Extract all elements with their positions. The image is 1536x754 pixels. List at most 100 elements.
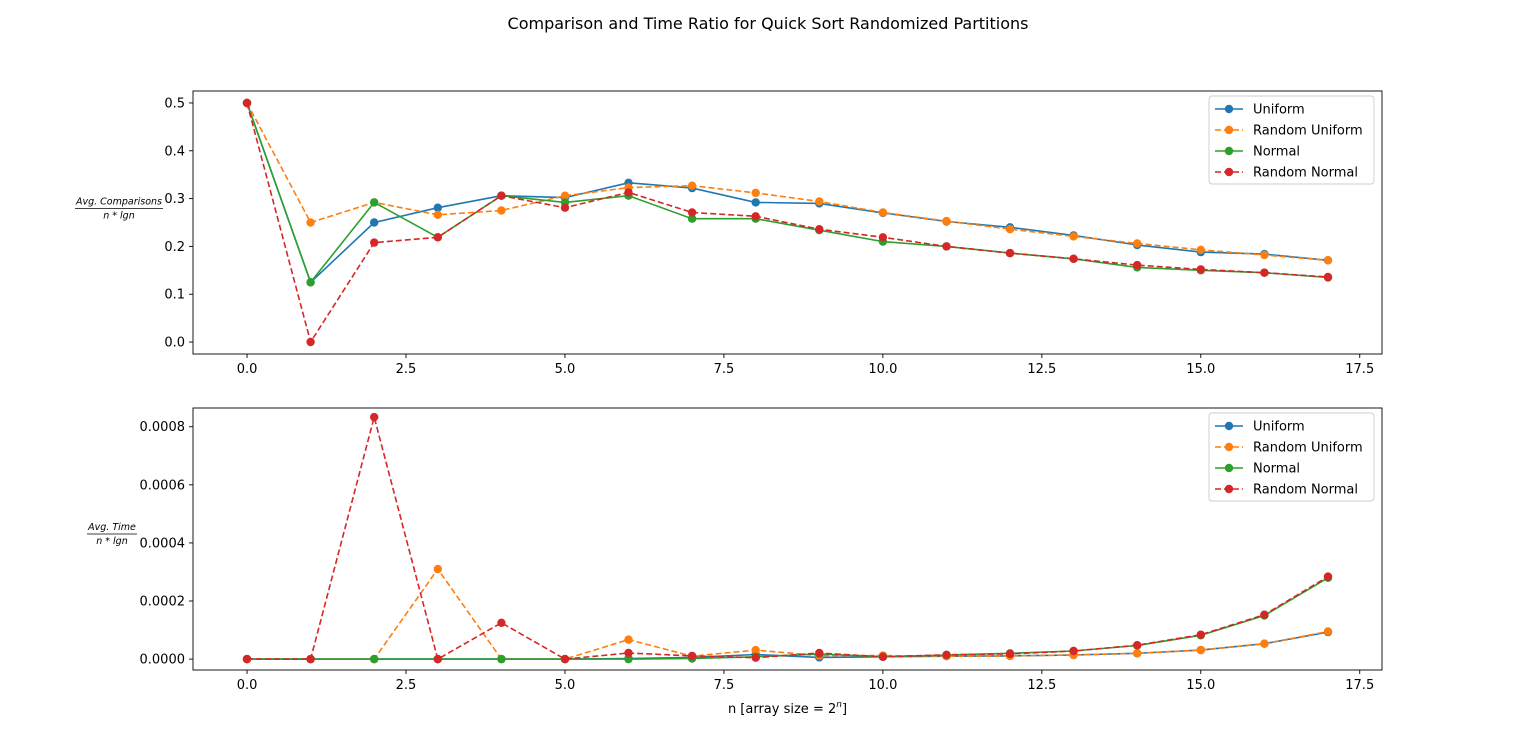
point-random-normal-13	[1069, 254, 1078, 263]
point-random-normal-9	[815, 648, 824, 658]
legend-box	[1208, 95, 1375, 185]
legend-entry-random-normal: Random Normal	[1215, 483, 1358, 498]
point-random-uniform-5	[560, 191, 570, 200]
legend-marker-swatch	[1224, 421, 1234, 431]
series-line-uniform	[246, 102, 1329, 284]
point-random-normal-17	[1323, 272, 1333, 282]
legend-marker-swatch	[1224, 484, 1234, 494]
x-tick-label: 12.5	[1027, 362, 1056, 377]
point-random-uniform-6	[624, 635, 633, 644]
y-tick-label: 0.1	[164, 288, 185, 303]
point-random-normal-2	[370, 412, 379, 422]
y-tick-label: 0.0000	[140, 653, 186, 668]
point-random-uniform-3	[433, 564, 442, 574]
point-random-uniform-14	[1133, 649, 1142, 658]
y-tick-label: 0.0002	[140, 595, 186, 610]
point-random-uniform-15	[1196, 245, 1206, 254]
legend-entry-normal: Normal	[1215, 145, 1300, 160]
point-random-normal-0	[242, 654, 252, 664]
x-tick-label: 0.0	[237, 678, 258, 693]
point-normal-6	[624, 654, 633, 664]
y-axis-label: Avg. Time n * lgn	[87, 522, 137, 547]
point-random-normal-16	[1260, 268, 1269, 277]
point-random-normal-3	[433, 654, 442, 664]
figure-title: Comparison and Time Ratio for Quick Sort…	[508, 14, 1029, 33]
y-tick-label: 0.3	[164, 192, 185, 207]
y-tick-label: 0.5	[164, 96, 185, 111]
point-uniform-2	[370, 218, 379, 227]
point-normal-2	[370, 198, 379, 207]
point-random-uniform-17	[1323, 256, 1333, 265]
x-tick-label: 17.5	[1345, 362, 1374, 377]
legend-marker-swatch	[1224, 463, 1234, 473]
point-random-uniform-10	[878, 208, 888, 217]
legend-label: Random Uniform	[1253, 124, 1363, 139]
series-line-random-normal	[247, 413, 1329, 661]
y-tick-label: 0.0004	[140, 536, 186, 551]
legend-entry-uniform: Uniform	[1215, 420, 1305, 435]
y-tick-label: 0.2	[164, 240, 185, 255]
point-uniform-3	[433, 203, 442, 212]
legend-marker-swatch	[1224, 125, 1234, 135]
point-normal-4	[497, 654, 506, 664]
legend-label: Normal	[1253, 462, 1300, 477]
legend-marker-swatch	[1224, 442, 1234, 452]
legend-marker-swatch	[1224, 146, 1234, 156]
y-axis-label: Avg. Comparisons n * lgn	[75, 197, 163, 222]
point-random-uniform-8	[751, 645, 760, 655]
point-random-normal-12	[1005, 649, 1015, 659]
x-axis-label: n [array size = 2n]	[728, 700, 847, 717]
y-label-denominator: n * lgn	[96, 536, 128, 547]
point-random-normal-7	[687, 208, 697, 217]
time-ratio-subplot: 0.0 2.5 5.0 7.5 10.0 12.5 15.0 17.5 0.0000 0.0002…	[87, 407, 1383, 717]
x-tick-label: 5.0	[555, 678, 576, 693]
point-normal-1	[306, 278, 315, 287]
y-tick-label: 0.0	[164, 336, 185, 351]
point-random-normal-5	[560, 654, 570, 664]
point-random-uniform-17	[1323, 627, 1333, 636]
point-random-normal-14	[1133, 641, 1142, 650]
point-random-normal-3	[433, 233, 442, 242]
legend-label: Random Normal	[1253, 483, 1358, 498]
x-tick-label: 2.5	[396, 362, 417, 377]
y-label-numerator: Avg. Time	[87, 522, 136, 533]
point-random-uniform-15	[1196, 645, 1206, 655]
point-random-uniform-16	[1260, 639, 1269, 648]
point-random-normal-15	[1196, 265, 1206, 274]
legend-label: Uniform	[1253, 103, 1305, 118]
point-random-uniform-9	[815, 197, 824, 206]
series-line-random-normal	[246, 102, 1329, 344]
point-random-normal-14	[1133, 260, 1142, 270]
x-tick-label: 12.5	[1027, 678, 1056, 693]
legend-label: Uniform	[1253, 420, 1305, 435]
point-random-normal-10	[878, 652, 888, 661]
point-random-uniform-8	[751, 188, 760, 198]
legend-label: Random Uniform	[1253, 441, 1363, 456]
x-tick-label: 15.0	[1186, 678, 1215, 693]
point-random-normal-9	[815, 225, 824, 234]
y-label-denominator: n * lgn	[103, 211, 135, 222]
legend-entry-random-normal: Random Normal	[1215, 166, 1358, 181]
point-random-normal-11	[942, 650, 951, 659]
y-tick-label: 0.0008	[140, 420, 186, 435]
point-random-normal-4	[497, 618, 506, 627]
legend-box	[1208, 412, 1375, 502]
x-tick-label: 7.5	[714, 678, 735, 693]
point-random-normal-2	[370, 238, 379, 247]
x-tick-label: 7.5	[714, 362, 735, 377]
point-random-normal-10	[878, 233, 888, 242]
legend-entry-random-uniform: Random Uniform	[1215, 124, 1363, 139]
point-random-normal-5	[560, 203, 570, 212]
legend-label: Random Normal	[1253, 166, 1358, 181]
point-random-normal-8	[751, 653, 760, 662]
point-random-uniform-11	[942, 216, 951, 226]
point-random-normal-7	[687, 651, 697, 661]
x-tick-label: 10.0	[868, 678, 897, 693]
point-random-uniform-12	[1005, 225, 1015, 234]
point-random-normal-11	[942, 242, 951, 251]
x-tick-label: 0.0	[237, 362, 258, 377]
x-tick-label: 15.0	[1186, 362, 1215, 377]
point-random-normal-15	[1196, 630, 1206, 639]
point-random-normal-16	[1260, 610, 1269, 619]
